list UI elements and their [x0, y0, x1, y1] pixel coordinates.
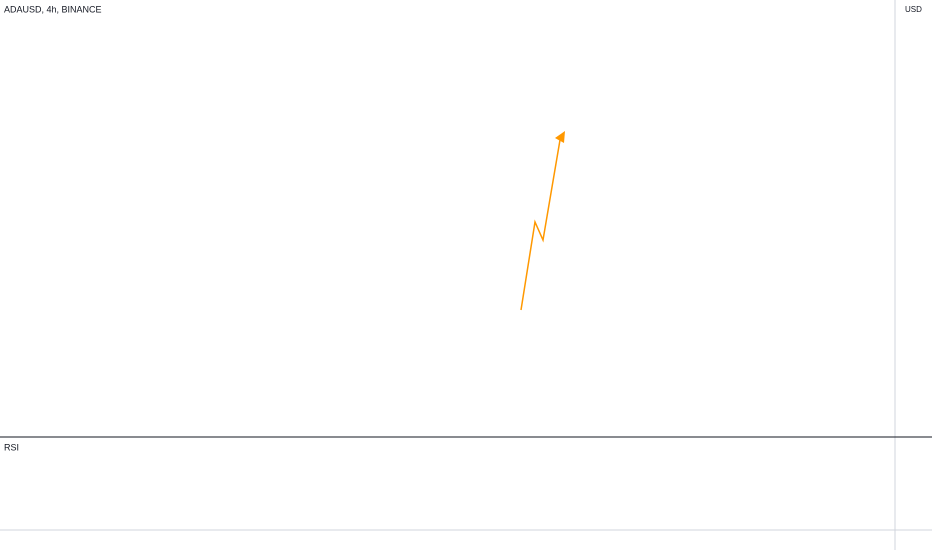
currency-label: USD — [905, 5, 922, 14]
projection-arrow — [520, 139, 561, 311]
rsi-title: RSI — [4, 442, 19, 452]
chart-title: ADAUSD, 4h, BINANCE — [4, 4, 102, 14]
arrow-head — [555, 131, 565, 143]
